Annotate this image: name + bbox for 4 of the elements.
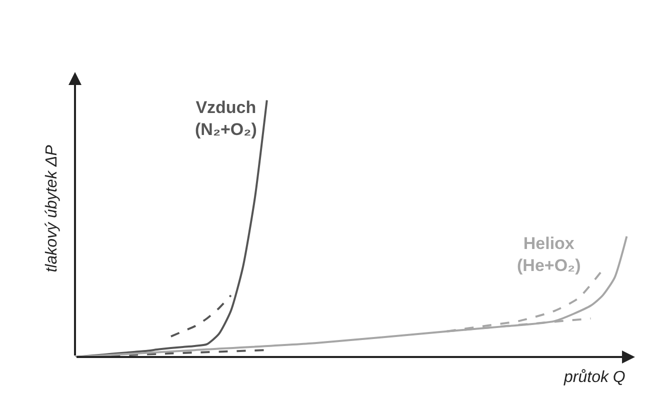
series-label: Vzduch (N₂+O₂): [195, 98, 257, 140]
series-label: Heliox (He+O₂): [517, 234, 581, 276]
y-axis-title: tlakový úbytek ΔP: [44, 144, 61, 272]
x-axis-title: průtok Q: [563, 369, 626, 386]
